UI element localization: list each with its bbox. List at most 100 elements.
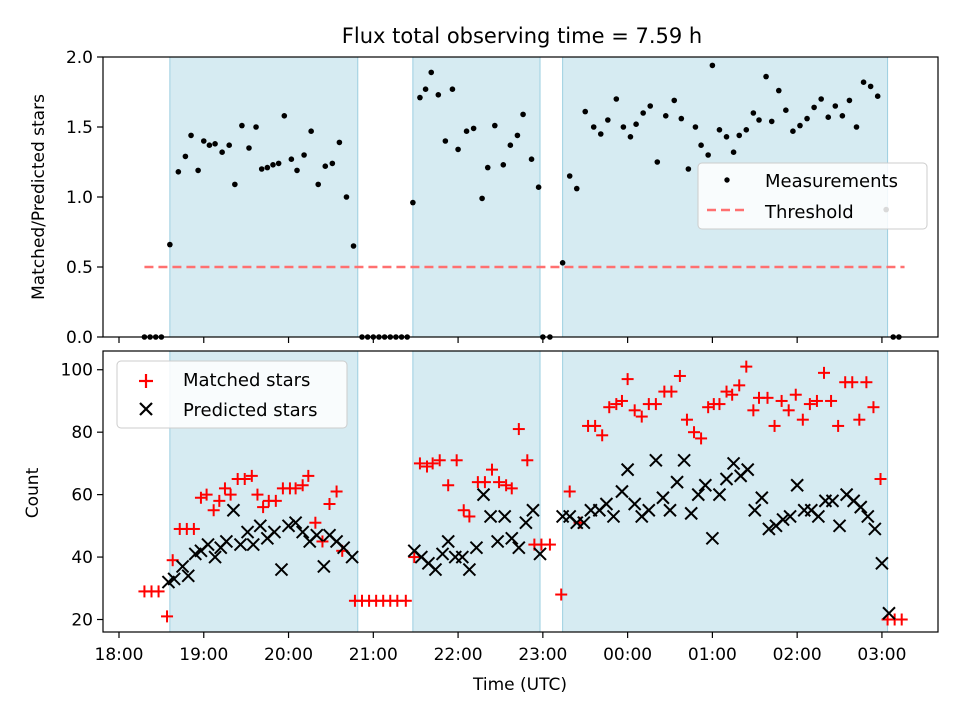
matched-star-point xyxy=(238,473,251,486)
predicted-star-point xyxy=(748,503,762,517)
predicted-star-point xyxy=(310,528,324,542)
measurement-point xyxy=(716,127,723,133)
measurement-point xyxy=(258,166,265,172)
measurement-point xyxy=(449,86,456,92)
predicted-star-point-b xyxy=(642,503,656,517)
predicted-star-point xyxy=(677,453,691,467)
predicted-star-point-b xyxy=(868,522,882,536)
measurement-point xyxy=(232,181,238,188)
measurement-point xyxy=(874,93,881,99)
x-tick-label: 02:00 xyxy=(773,645,822,665)
matched-star-point xyxy=(665,385,678,398)
measurement-point xyxy=(264,164,271,171)
predicted-star-point-b xyxy=(748,503,762,517)
matched-star-point xyxy=(450,454,463,467)
matched-star-point xyxy=(413,457,426,470)
matched-star-point xyxy=(803,398,816,411)
measurement-point xyxy=(705,152,711,158)
measurement-point xyxy=(484,164,491,171)
matched-star-point xyxy=(251,488,264,501)
matched-star-point xyxy=(761,391,774,404)
bottom-legend-box xyxy=(116,360,348,429)
matched-star-point xyxy=(603,401,616,414)
top-y-axis-label: Matched/Predicted stars xyxy=(29,94,49,300)
y-tick-label: 1.5 xyxy=(66,118,93,138)
top-y-axis-ticks: 0.0 0.5 1.0 1.5 2.0 xyxy=(66,48,103,348)
predicted-star-point-b xyxy=(726,456,741,471)
predicted-star-point-b xyxy=(421,556,436,571)
predicted-star-point xyxy=(181,569,195,583)
predicted-star-point xyxy=(441,534,455,549)
measurement-point xyxy=(804,115,810,122)
predicted-star-point-b xyxy=(620,462,635,477)
measurement-point xyxy=(343,194,350,200)
predicted-star-point xyxy=(469,540,484,555)
predicted-star-point-b xyxy=(267,525,282,539)
predicted-star-point-b xyxy=(783,509,797,524)
measurement-point xyxy=(315,181,322,188)
measurement-point xyxy=(860,79,867,85)
predicted-star-point xyxy=(295,525,310,539)
measurement-point xyxy=(167,241,173,248)
measurement-point xyxy=(620,124,627,130)
predicted-star-point-b xyxy=(719,472,734,486)
x-tick-label: 21:00 xyxy=(349,645,398,665)
measurement-point xyxy=(442,138,449,144)
predicted-star-point xyxy=(533,547,547,561)
predicted-star-point xyxy=(490,534,505,549)
predicted-star-point xyxy=(253,519,267,533)
predicted-star-point-b xyxy=(512,540,526,555)
predicted-star-point xyxy=(649,453,663,467)
predicted-star-point xyxy=(868,522,882,536)
predicted-star-point xyxy=(832,519,847,533)
measurement-point xyxy=(492,122,498,129)
matched-star-point xyxy=(832,419,845,432)
predicted-star-point-b xyxy=(712,487,727,502)
matched-star-point xyxy=(257,501,270,514)
predicted-star-point xyxy=(783,509,797,524)
predicted-star-point xyxy=(483,509,498,524)
predicted-star-point-b xyxy=(428,562,443,577)
predicted-star-point xyxy=(698,478,713,492)
measurement-point xyxy=(520,111,526,118)
matched-star-point xyxy=(768,419,781,432)
measurement-point xyxy=(763,73,769,80)
predicted-star-point-b xyxy=(705,531,720,546)
matched-star-point xyxy=(747,404,760,417)
predicted-star-point-b xyxy=(691,487,705,502)
predicted-star-point-b xyxy=(407,544,421,558)
bottom-y-axis-ticks: 20 40 60 80 100 xyxy=(61,361,103,631)
x-tick-label: 03:00 xyxy=(857,645,906,665)
shaded-interval-1 xyxy=(412,350,541,633)
predicted-star-point-b xyxy=(253,519,267,533)
measurement-point xyxy=(825,114,832,120)
measurement-point xyxy=(678,115,685,122)
matched-star-point xyxy=(408,551,421,564)
predicted-star-point-b xyxy=(226,503,241,517)
predicted-star-point-b xyxy=(336,540,351,555)
measurement-point xyxy=(647,103,654,109)
predicted-star-point-b xyxy=(804,503,818,517)
measurement-point xyxy=(195,167,201,174)
y-tick-label: 1.0 xyxy=(66,188,93,208)
x-tick-label: 20:00 xyxy=(264,645,313,665)
matched-star-point xyxy=(596,429,609,442)
matched-star-point xyxy=(309,516,322,529)
predicted-star-point-b xyxy=(670,475,684,489)
predicted-star-point xyxy=(577,516,591,530)
matched-star-point xyxy=(775,394,788,407)
matched-star-point xyxy=(296,479,309,492)
x-tick-label: 23:00 xyxy=(518,645,567,665)
predicted-star-point-b xyxy=(246,537,260,552)
predicted-star-point xyxy=(281,519,296,533)
top-legend-box xyxy=(697,162,928,230)
predicted-star-point-b xyxy=(317,559,331,574)
matched-star-point xyxy=(628,404,641,417)
matched-star-point xyxy=(330,485,343,498)
predicted-star-point-b xyxy=(790,478,804,492)
predicted-star-point xyxy=(208,550,222,564)
measurement-point xyxy=(428,69,435,76)
matched-star-point xyxy=(323,497,336,510)
predicted-star-point xyxy=(233,537,248,552)
